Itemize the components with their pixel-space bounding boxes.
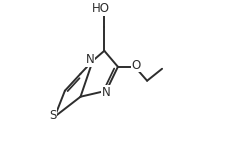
Text: O: O xyxy=(132,59,141,72)
Text: N: N xyxy=(102,86,111,99)
Text: N: N xyxy=(86,53,95,66)
Text: HO: HO xyxy=(92,2,110,15)
Text: S: S xyxy=(49,109,57,122)
